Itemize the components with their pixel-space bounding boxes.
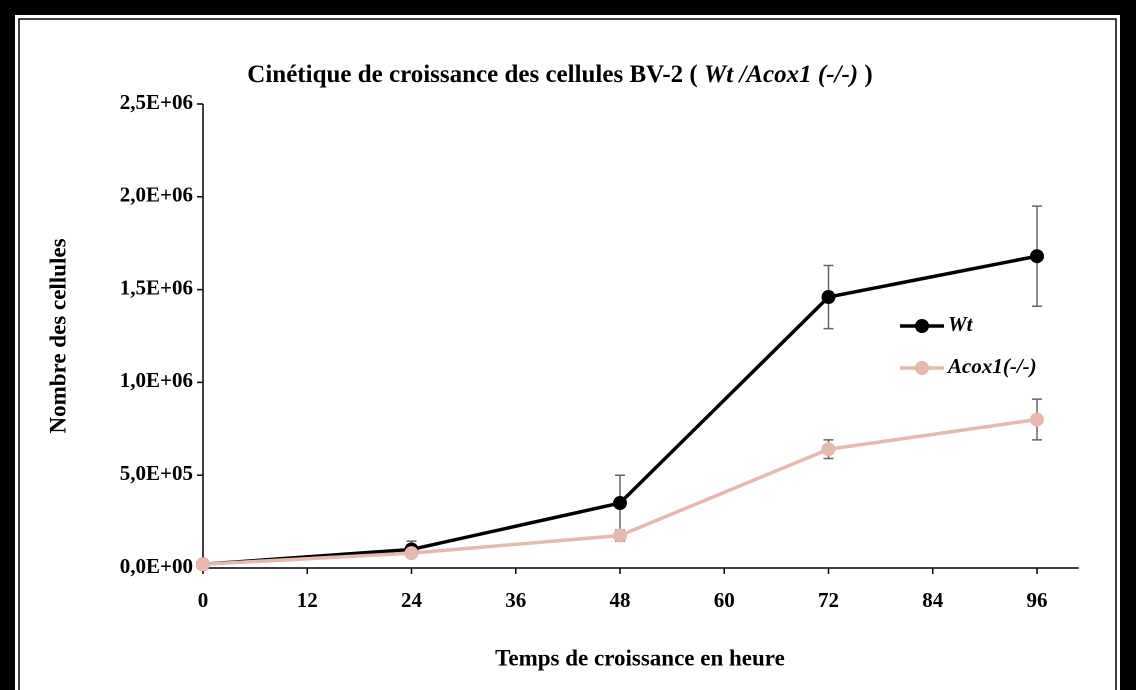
data-point [404,546,419,561]
frame-border [18,18,1117,690]
y-tick-label: 5,0E+05 [120,461,193,485]
data-point [1030,249,1044,264]
chart-title: Cinétique de croissance des cellules BV-… [247,61,872,88]
x-tick-label: 12 [297,588,318,612]
legend-marker [915,361,929,375]
x-tick-label: 0 [198,588,209,612]
title-part: Cinétique de croissance des cellules BV-… [247,61,704,88]
x-tick-label: 96 [1027,588,1048,612]
y-tick-label: 2,5E+06 [120,90,193,114]
x-tick-label: 48 [610,588,631,612]
y-tick-label: 0,0E+00 [120,554,193,578]
data-point [613,496,627,511]
x-tick-label: 36 [505,588,526,612]
x-tick-label: 60 [714,588,735,612]
x-tick-label: 24 [401,588,423,612]
title-part: ) [858,61,873,88]
title-part: Wt /Acox1 (-/-) [704,61,858,88]
frame [15,15,1120,690]
data-point [821,290,836,305]
legend-label: Wt [948,312,974,336]
y-tick-label: 1,0E+06 [120,368,193,392]
data-point [196,557,210,572]
y-tick-label: 2,0E+06 [120,183,193,207]
data-point [613,528,627,543]
y-axis-title: Nombre des cellules [45,238,70,433]
x-tick-label: 84 [922,588,944,612]
legend-label: Acox1(-/-) [946,354,1037,378]
x-tick-label: 72 [818,588,839,612]
y-tick-label: 1,5E+06 [120,275,193,299]
legend-marker [915,319,929,333]
data-point [821,442,836,457]
data-point [1030,412,1044,427]
x-axis-title: Temps de croissance en heure [495,645,785,670]
